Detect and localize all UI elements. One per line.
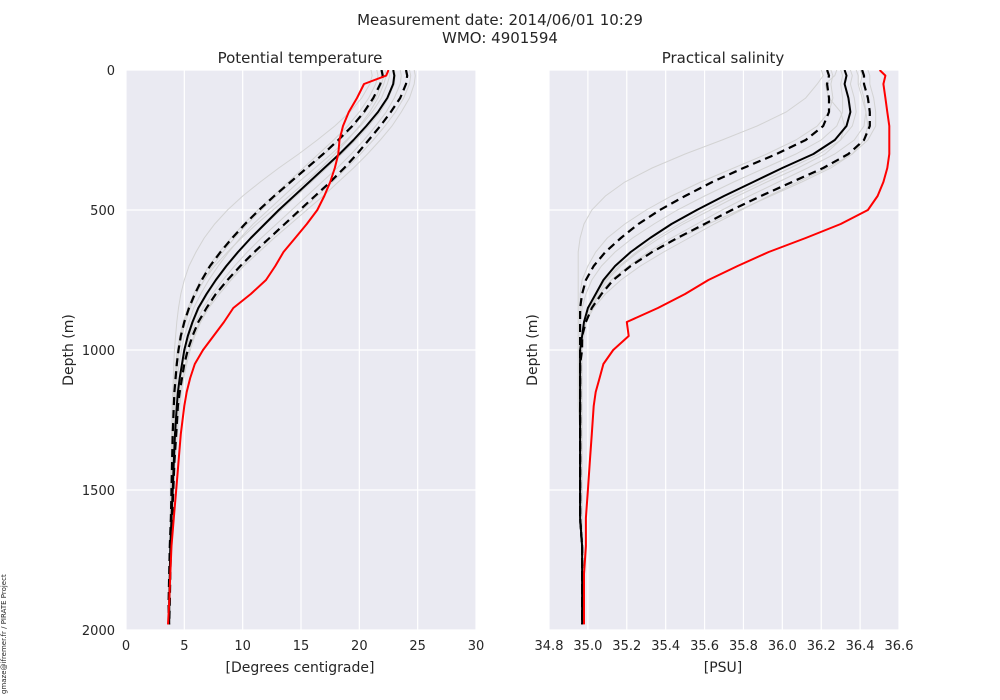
temperature-xtick-label: 0 [122, 639, 130, 654]
salinity-std-line [579, 70, 831, 625]
temperature-ytick-label: 0 [107, 64, 115, 79]
temperature-std-line [167, 70, 384, 625]
temperature-panel: 0 5 10 15 20 25 30 0 500 1000 1500 2000 Potential te… [61, 49, 484, 676]
temperature-xlabel: [Degrees centigrade] [226, 660, 375, 676]
temperature-title: Potential temperature [218, 49, 383, 67]
temperature-ensemble-line [169, 70, 416, 625]
salinity-title: Practical salinity [662, 49, 785, 67]
temperature-ytick-label: 500 [90, 204, 115, 219]
salinity-ylabel: Depth (m) [525, 314, 541, 386]
salinity-xtick-label: 35.0 [573, 639, 602, 654]
temperature-std-line [168, 70, 409, 625]
temperature-ytick-label: 1500 [82, 484, 115, 499]
temperature-mean-line [168, 70, 396, 625]
temperature-xtick-label: 25 [409, 639, 426, 654]
temperature-xtick-label: 20 [351, 639, 368, 654]
temperature-ytick-label: 1000 [82, 344, 115, 359]
salinity-xtick-label: 36.4 [846, 639, 875, 654]
salinity-xtick-label: 36.2 [807, 639, 836, 654]
temperature-xtick-label: 10 [234, 639, 251, 654]
salinity-xtick-label: 34.8 [535, 639, 564, 654]
temperature-xtick-label: 30 [468, 639, 485, 654]
salinity-xtick-label: 35.4 [651, 639, 680, 654]
temperature-xtick-label: 15 [293, 639, 310, 654]
figure-subtitle: WMO: 4901594 [442, 29, 558, 47]
salinity-xtick-label: 36.6 [885, 639, 914, 654]
temperature-xtick-label: 5 [180, 639, 188, 654]
salinity-panel: 34.8 35.0 35.2 35.4 35.6 35.8 36.0 36.2 36.4 36.6… [525, 49, 913, 676]
salinity-xtick-label: 36.0 [768, 639, 797, 654]
salinity-xtick-label: 35.6 [690, 639, 719, 654]
temperature-profile-line [167, 70, 390, 625]
salinity-ensemble-line [581, 70, 869, 625]
temperature-ytick-label: 2000 [82, 624, 115, 639]
salinity-xlabel: [PSU] [704, 660, 743, 676]
salinity-profile-line [583, 70, 891, 625]
salinity-xtick-label: 35.2 [612, 639, 641, 654]
temperature-ensemble-line [168, 70, 373, 625]
salinity-mean-line [579, 70, 852, 625]
figure-title: Measurement date: 2014/06/01 10:29 [357, 11, 643, 29]
salinity-xtick-label: 35.8 [729, 639, 758, 654]
temperature-ylabel: Depth (m) [61, 314, 77, 386]
